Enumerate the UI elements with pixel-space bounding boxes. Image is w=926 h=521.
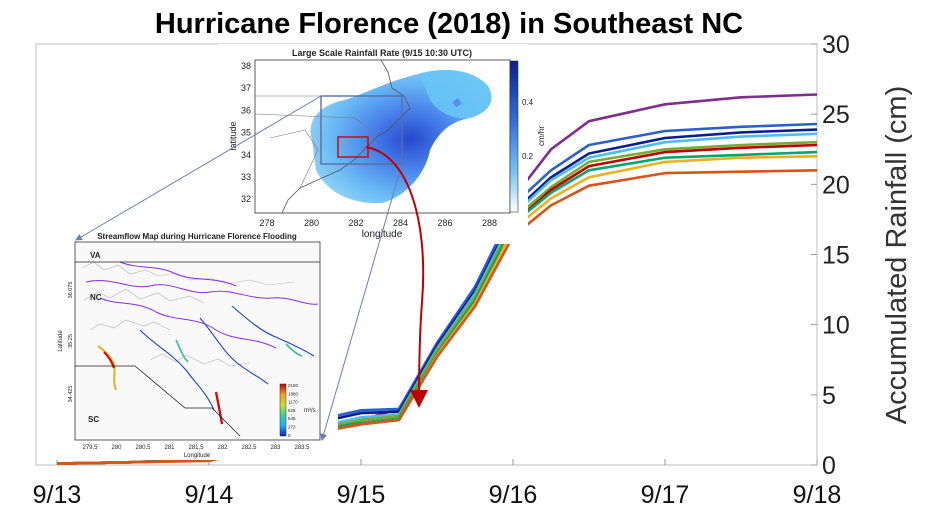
zoom-connector-top <box>75 95 322 241</box>
rainfall-inset-y-tick: 32 <box>241 194 251 204</box>
region-label-nc: NC <box>90 293 102 302</box>
river-network-lower <box>139 305 315 411</box>
y-tick-label: 25 <box>822 101 850 129</box>
y-tick-label: 10 <box>822 312 850 340</box>
streamflow-colorbar <box>279 383 287 437</box>
x-tick-label: 9/16 <box>489 481 538 509</box>
rainfall-inset-x-tick: 284 <box>393 218 408 228</box>
river-high-flow-cape-fear <box>214 391 224 425</box>
rainfall-inset-x-tick: 280 <box>304 218 319 228</box>
rainfall-inset-xlabel: longitude <box>362 229 403 240</box>
x-tick-label: 9/14 <box>185 481 234 509</box>
streamflow-colorbar-label: m³/s <box>304 408 316 414</box>
rainfall-inset-y-tick: 34 <box>241 150 251 160</box>
rainfall-colorbar-label: cm/hr <box>537 126 546 146</box>
rainfall-colorbar <box>509 60 519 213</box>
x-tick-label: 9/17 <box>641 481 690 509</box>
y-tick-label: 0 <box>822 452 836 480</box>
streamflow-inset-y-tick: 35.25 <box>68 334 74 348</box>
streamflow-colorbar-tick: 2180 <box>288 383 299 388</box>
river-medium-flow <box>175 339 303 363</box>
streamflow-inset-ylabel: Latitude <box>58 330 64 352</box>
x-axis-ticks: 9/13 9/14 9/15 9/16 9/17 9/18 <box>33 459 842 509</box>
rainfall-inset-x-tick: 282 <box>348 218 363 228</box>
river-high-flow-west <box>97 345 117 391</box>
streamflow-inset-x-tick: 282 <box>217 445 228 451</box>
streamflow-colorbar-tick: 828 <box>288 408 296 413</box>
chart-title: Hurricane Florence (2018) in Southeast N… <box>155 8 743 40</box>
streamflow-colorbar-tick: 1880 <box>288 391 299 396</box>
streamflow-inset-y-ticks: 36.075 35.25 34.425 <box>68 282 74 403</box>
zoom-region-box <box>320 95 403 165</box>
y-axis-ticks: 0 5 10 15 20 25 30 <box>811 31 850 480</box>
region-label-sc: SC <box>88 415 99 424</box>
streamflow-inset-y-tick: 34.425 <box>68 386 74 403</box>
streamflow-inset-x-tick: 281.5 <box>188 445 204 451</box>
streamflow-colorbar-tick: 548 <box>288 416 296 421</box>
y-tick-label: 20 <box>822 171 850 199</box>
streamflow-map-frame <box>74 241 321 441</box>
rainfall-inset-y-tick: 33 <box>241 172 251 182</box>
x-tick-label: 9/18 <box>793 481 842 509</box>
zoom-connector-bottom <box>320 163 403 441</box>
nc-sc-border <box>75 365 241 437</box>
study-area-arrow <box>365 146 429 408</box>
drainage-network <box>81 261 295 367</box>
streamflow-inset-x-tick: 281 <box>164 445 175 451</box>
river-peak-flow-west <box>103 351 116 369</box>
rain-cell <box>452 98 462 107</box>
streamflow-inset-xlabel: Longitude <box>184 453 211 459</box>
streamflow-inset-y-tick: 36.075 <box>68 282 74 299</box>
rainfall-inset-y-tick: 37 <box>241 83 251 93</box>
rainfall-inset-x-tick: 286 <box>437 218 452 228</box>
rainfall-colorbar-tick: 0.2 <box>522 152 534 161</box>
rain-shield-outer <box>420 70 492 119</box>
rainfall-inset-y-ticks: 38 37 36 35 34 33 32 <box>241 61 251 204</box>
rainfall-inset-y-tick: 35 <box>241 128 251 138</box>
streamflow-inset-x-tick: 282.5 <box>241 445 257 451</box>
streamflow-colorbar-tick: 1170 <box>288 400 298 405</box>
streamflow-colorbar-tick: 0 <box>288 433 291 438</box>
streamflow-inset-x-tick: 279.5 <box>82 445 98 451</box>
streamflow-inset-x-tick: 280 <box>111 445 122 451</box>
streamflow-inset-x-tick: 280.5 <box>135 445 151 451</box>
rainfall-inset-x-tick: 278 <box>259 218 274 228</box>
streamflow-colorbar-tick: 273 <box>288 425 296 430</box>
river-network-upper <box>85 261 319 349</box>
y-tick-label: 5 <box>822 382 836 410</box>
streamflow-inset-x-ticks: 279.5 280 280.5 281 281.5 282 282.5 283 283.5 <box>82 445 310 451</box>
streamflow-colorbar-ticks: 2180 1880 1170 828 548 273 0 <box>288 383 299 438</box>
x-tick-label: 9/15 <box>337 481 386 509</box>
y-tick-label: 30 <box>822 31 850 59</box>
streamflow-inset-x-tick: 283 <box>270 445 281 451</box>
rainfall-inset-y-tick: 36 <box>241 105 251 115</box>
streamflow-inset: Streamflow Map during Hurricane Florence… <box>48 230 338 460</box>
y-tick-label: 15 <box>822 242 850 270</box>
rainfall-inset-title: Large Scale Rainfall Rate (9/15 10:30 UT… <box>292 48 472 58</box>
rainfall-inset-x-tick: 288 <box>482 218 497 228</box>
x-tick-label: 9/13 <box>33 481 82 509</box>
rainfall-inset-y-tick: 38 <box>241 61 251 71</box>
rainfall-inset-x-ticks: 278 280 282 284 286 288 <box>259 218 497 228</box>
rainfall-rate-inset: Large Scale Rainfall Rate (9/15 10:30 UT… <box>218 44 546 244</box>
region-label-va: VA <box>90 251 101 260</box>
rainfall-inset-ylabel: latitude <box>228 121 238 150</box>
streamflow-inset-title: Streamflow Map during Hurricane Florence… <box>97 232 297 241</box>
y-axis-label: Accumulated Rainfall (cm) <box>881 86 913 424</box>
streamflow-inset-x-tick: 283.5 <box>294 445 310 451</box>
rainfall-colorbar-tick: 0.4 <box>522 98 534 107</box>
rainfall-colorbar-ticks: 0.4 0.2 <box>522 98 534 161</box>
